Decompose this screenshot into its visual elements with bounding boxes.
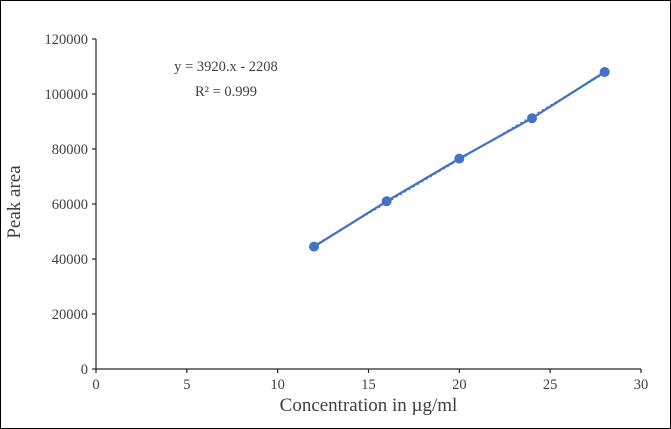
equation-text: y = 3920.x - 2208 [174,59,278,75]
x-tick-label: 5 [183,377,190,393]
data-point [309,241,319,252]
data-point [454,153,465,164]
y-tick-label: 60000 [52,197,88,213]
y-tick-label: 80000 [52,142,88,158]
y-tick-label: 120000 [45,32,89,48]
trendline-annotation: y = 3920.x - 2208 R² = 0.999 [121,55,331,105]
x-tick-label: 0 [92,377,99,393]
y-axis-title: Peak area [4,165,25,239]
data-point [599,67,610,77]
data-point [381,196,392,207]
y-tick-label: 100000 [45,87,89,103]
data-point [527,113,537,124]
y-tick-label: 40000 [52,252,88,268]
x-tick-label: 15 [361,377,376,393]
x-tick-label: 10 [270,377,285,393]
r-squared-text: R² = 0.999 [194,84,258,100]
x-tick-label: 20 [452,377,467,393]
y-tick-label: 0 [81,362,88,378]
x-tick-label: 30 [634,377,649,393]
y-tick-label: 20000 [52,307,88,323]
x-axis-title: Concentration in µg/ml [279,395,458,416]
x-tick-label: 25 [543,377,558,393]
